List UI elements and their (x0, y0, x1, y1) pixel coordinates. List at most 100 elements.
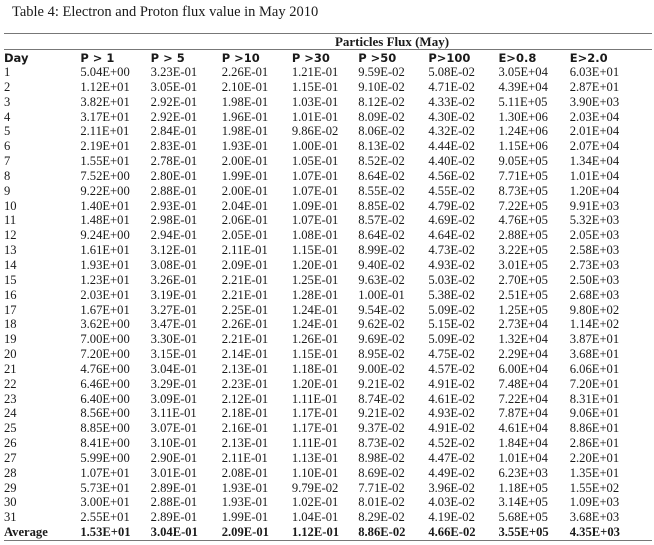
flux-cell: 2.93E-01 (150, 198, 198, 213)
day-cell: 31 (4, 510, 17, 525)
flux-cell: 2.92E-01 (150, 109, 198, 124)
flux-cell: 1.99E-01 (221, 510, 269, 525)
flux-cell: 3.00E+01 (80, 495, 130, 510)
flux-cell: 4.55E-02 (428, 183, 475, 198)
day-cell: 29 (4, 480, 17, 495)
flux-cell: 2.73E+03 (569, 257, 620, 272)
flux-cell: 8.52E-02 (358, 154, 405, 169)
table-row: 18 3.62E+00 3.47E-01 2.26E-01 1.24E-01 9.62E-… (4, 317, 654, 332)
flux-cell: 2.55E+01 (80, 510, 130, 525)
flux-cell: 1.84E+04 (498, 436, 548, 451)
flux-cell: 5.15E-02 (428, 317, 475, 332)
day-cell: 20 (4, 347, 17, 362)
table-row: 23 6.40E+00 3.09E-01 2.12E-01 1.11E-01 8.74E-… (4, 392, 654, 407)
flux-cell: 1.23E+01 (80, 272, 130, 287)
day-cell: 8 (4, 168, 11, 183)
flux-cell: 1.15E-01 (291, 79, 339, 94)
flux-cell: 3.12E-01 (150, 243, 198, 258)
flux-cell: 1.48E+01 (80, 213, 130, 228)
flux-cell: 9.91E+03 (569, 198, 620, 213)
day-cell: 12 (4, 228, 17, 243)
flux-cell: 7.52E+00 (80, 168, 130, 183)
flux-cell: 7.20E+00 (80, 347, 130, 362)
flux-cell: 2.70E+05 (498, 272, 548, 287)
flux-cell: 3.68E+03 (569, 510, 620, 525)
table-row: 25 8.85E+00 3.07E-01 2.16E-01 1.17E-01 9.37E-… (4, 421, 654, 436)
flux-cell: 2.10E-01 (221, 79, 269, 94)
flux-cell: 2.07E+04 (569, 139, 620, 154)
flux-cell: 2.26E-01 (221, 65, 269, 79)
flux-cell: 2.21E-01 (221, 287, 269, 302)
average-cell: 8.86E-02 (358, 525, 406, 540)
flux-cell: 3.10E-01 (150, 436, 198, 451)
flux-cell: 2.58E+03 (569, 243, 620, 258)
table-row: 15 1.23E+01 3.26E-01 2.21E-01 1.25E-01 9.63E-… (4, 273, 654, 288)
flux-cell: 4.44E-02 (428, 139, 475, 154)
flux-cell: 3.87E+01 (569, 332, 620, 347)
flux-cell: 1.11E-01 (291, 436, 338, 451)
table-row: 19 7.00E+00 3.30E-01 2.21E-01 1.26E-01 9.69E-… (4, 332, 654, 347)
flux-cell: 4.76E+05 (498, 213, 548, 228)
flux-cell: 1.17E-01 (291, 406, 339, 421)
flux-cell: 8.64E-02 (358, 168, 405, 183)
flux-cell: 2.88E+05 (498, 228, 548, 243)
average-cell: 3.04E-01 (150, 525, 198, 540)
flux-cell: 8.13E-02 (358, 139, 405, 154)
flux-cell: 9.62E-02 (358, 317, 405, 332)
table-row: 14 1.93E+01 3.08E-01 2.09E-01 1.20E-01 9.40E-… (4, 258, 654, 273)
flux-cell: 4.19E-02 (428, 510, 475, 525)
flux-cell: 2.84E-01 (150, 124, 198, 139)
flux-cell: 3.01E+05 (498, 257, 548, 272)
flux-cell: 2.11E-01 (221, 450, 268, 465)
flux-cell: 4.30E-02 (428, 109, 475, 124)
flux-cell: 1.01E+04 (498, 450, 548, 465)
flux-cell: 9.54E-02 (358, 302, 405, 317)
bottom-rule (4, 540, 652, 541)
table-row: 28 1.07E+01 3.01E-01 2.08E-01 1.10E-01 8.69E-… (4, 466, 654, 481)
flux-cell: 2.13E-01 (221, 436, 269, 451)
flux-cell: 8.09E-02 (358, 109, 405, 124)
flux-cell: 2.01E+04 (569, 124, 620, 139)
flux-cell: 4.57E-02 (428, 361, 475, 376)
flux-cell: 1.07E-01 (291, 213, 339, 228)
flux-cell: 2.16E-01 (221, 421, 269, 436)
flux-cell: 8.01E-02 (358, 495, 405, 510)
table-row: 10 1.40E+01 2.93E-01 2.04E-01 1.09E-01 8.85E-… (4, 199, 654, 214)
day-cell: 30 (4, 495, 17, 510)
flux-cell: 2.89E-01 (150, 480, 198, 495)
flux-cell: 9.63E-02 (358, 272, 405, 287)
day-cell: 18 (4, 317, 17, 332)
flux-cell: 1.30E+06 (498, 109, 548, 124)
column-header: P >30 (291, 50, 330, 65)
flux-cell: 1.96E-01 (221, 109, 269, 124)
flux-cell: 9.22E+00 (80, 183, 130, 198)
flux-cell: 7.22E+05 (498, 198, 548, 213)
flux-cell: 8.74E-02 (358, 391, 405, 406)
flux-cell: 3.23E-01 (150, 65, 198, 79)
flux-cell: 1.00E-01 (291, 139, 339, 154)
flux-cell: 3.19E-01 (150, 287, 198, 302)
flux-cell: 1.07E-01 (291, 168, 339, 183)
flux-cell: 2.94E-01 (150, 228, 198, 243)
flux-cell: 4.64E-02 (428, 228, 475, 243)
flux-cell: 3.29E-01 (150, 376, 198, 391)
flux-cell: 8.41E+00 (80, 436, 130, 451)
group-rule (4, 49, 652, 50)
flux-cell: 2.83E-01 (150, 139, 198, 154)
table-row: 4 3.17E+01 2.92E-01 1.96E-01 1.01E-01 8.09E-0… (4, 110, 654, 125)
flux-cell: 1.13E-01 (291, 450, 339, 465)
flux-cell: 9.05E+05 (498, 154, 548, 169)
flux-cell: 8.06E-02 (358, 124, 405, 139)
flux-cell: 3.08E-01 (150, 257, 198, 272)
column-header: E>0.8 (498, 50, 537, 65)
average-cell: 1.53E+01 (80, 525, 131, 540)
flux-cell: 8.85E-02 (358, 198, 405, 213)
flux-cell: 3.82E+01 (80, 94, 130, 109)
flux-cell: 1.24E-01 (291, 317, 339, 332)
flux-table: Day P > 1 P > 5 P >10 P >30 P >50 P>100 E>0.8 E>… (4, 50, 654, 540)
flux-cell: 6.40E+00 (80, 391, 130, 406)
day-cell: 27 (4, 450, 17, 465)
flux-cell: 3.11E-01 (150, 406, 197, 421)
day-cell: 1 (4, 65, 11, 79)
flux-cell: 2.25E-01 (221, 302, 269, 317)
